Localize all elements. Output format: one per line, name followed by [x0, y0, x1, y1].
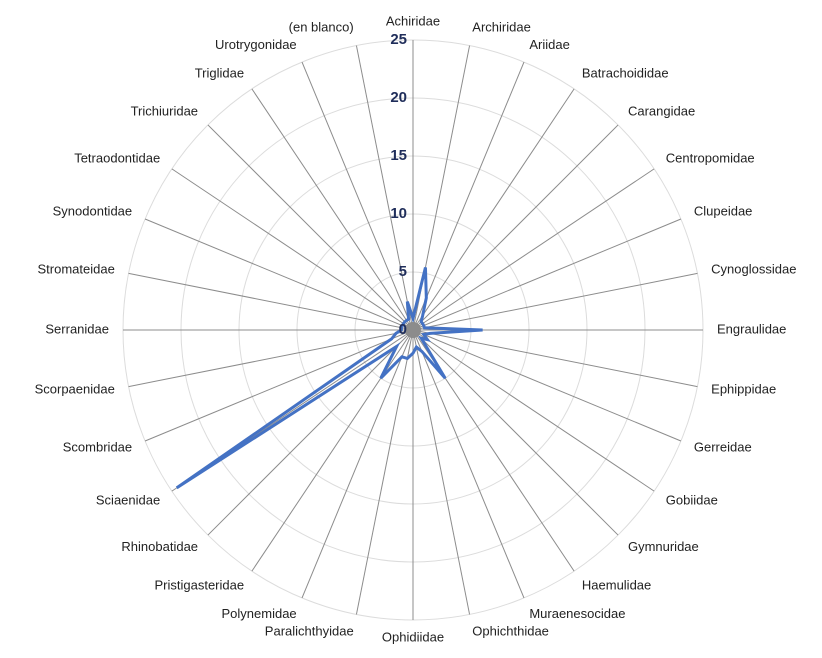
category-label: Scorpaenidae — [35, 382, 115, 397]
spoke — [412, 61, 525, 331]
spoke — [412, 329, 471, 615]
spoke — [301, 329, 414, 599]
spoke — [128, 329, 414, 388]
category-label: Ephippidae — [711, 382, 776, 397]
r-tick-label: 0 — [399, 321, 407, 338]
spoke — [355, 45, 414, 331]
category-label: Trichiuridae — [131, 104, 198, 119]
r-tick-label: 15 — [390, 147, 407, 164]
spoke — [412, 329, 525, 599]
spoke — [251, 88, 414, 331]
series-line — [175, 267, 483, 490]
spoke — [412, 88, 575, 331]
spoke — [128, 272, 414, 331]
category-label: Ophichthidae — [472, 624, 549, 639]
category-label: Sciaenidae — [96, 493, 160, 508]
category-label: Rhinobatidae — [121, 539, 198, 554]
category-label: Muraenesocidae — [529, 606, 625, 621]
category-label: Synodontidae — [53, 204, 133, 219]
spoke — [144, 329, 414, 442]
category-label: Pristigasteridae — [154, 578, 244, 593]
spoke — [207, 124, 414, 331]
spoke — [412, 124, 619, 331]
category-label: Paralichthyidae — [265, 624, 354, 639]
category-label: Ophidiidae — [382, 629, 444, 644]
category-label: Ariidae — [529, 37, 569, 52]
spoke — [412, 329, 655, 492]
category-label: Tetraodontidae — [74, 150, 160, 165]
r-tick-label: 5 — [399, 263, 407, 280]
spoke — [171, 168, 414, 331]
spoke — [412, 218, 682, 331]
category-label: Batrachoididae — [582, 65, 669, 80]
spoke — [412, 168, 655, 331]
category-label: Archiridae — [472, 19, 531, 34]
spoke — [412, 329, 619, 536]
spoke — [412, 329, 682, 442]
category-label: Gerreidae — [694, 439, 752, 454]
category-label: Clupeidae — [694, 204, 753, 219]
category-label: Polynemidae — [222, 606, 297, 621]
category-label: Urotrygonidae — [215, 37, 297, 52]
spoke — [355, 329, 414, 615]
r-tick-label: 20 — [390, 89, 407, 106]
category-label: Gobiidae — [666, 493, 718, 508]
category-label: Carangidae — [628, 104, 695, 119]
r-tick-label: 10 — [390, 205, 407, 222]
category-label: Scombridae — [63, 439, 132, 454]
spoke — [412, 329, 698, 388]
category-label: Haemulidae — [582, 578, 651, 593]
category-label: (en blanco) — [289, 19, 354, 34]
spoke — [144, 218, 414, 331]
category-label: Triglidae — [195, 65, 244, 80]
spoke — [301, 61, 414, 331]
r-tick-label: 25 — [390, 31, 407, 48]
spoke — [412, 272, 698, 331]
category-label: Achiridae — [386, 13, 440, 28]
category-label: Cynoglossidae — [711, 261, 796, 276]
spoke — [207, 329, 414, 536]
category-label: Gymnuridae — [628, 539, 699, 554]
center-dot — [405, 322, 421, 338]
category-label: Engraulidae — [717, 321, 786, 336]
category-label: Stromateidae — [38, 261, 115, 276]
category-label: Serranidae — [45, 321, 109, 336]
category-label: Centropomidae — [666, 150, 755, 165]
